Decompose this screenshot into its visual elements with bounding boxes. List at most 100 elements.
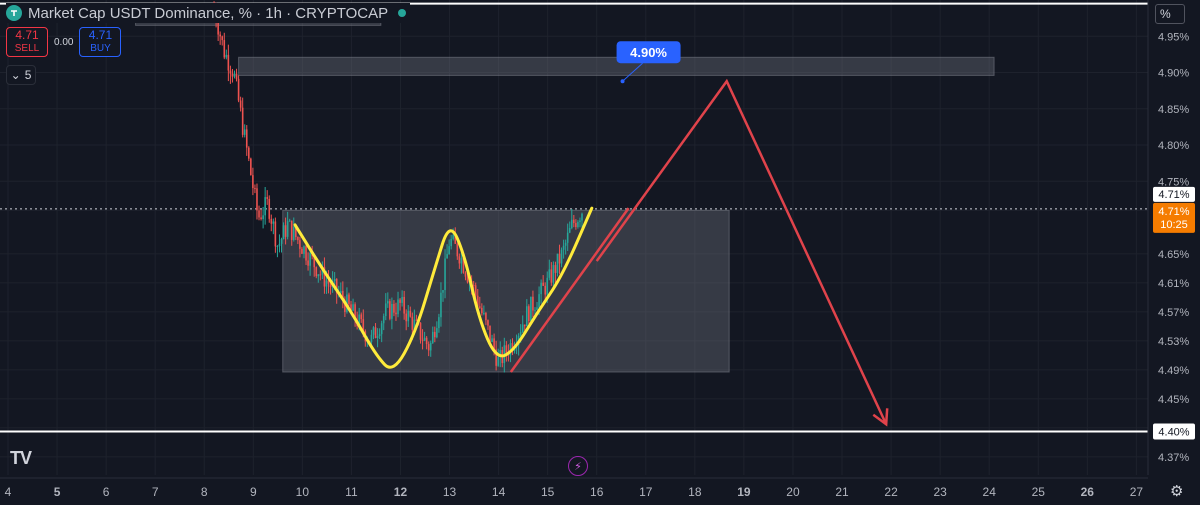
x-tick-label: 17 xyxy=(639,485,653,499)
buy-label: BUY xyxy=(90,43,111,54)
candle-body xyxy=(229,70,232,74)
candle-body xyxy=(278,243,281,247)
candle-body xyxy=(579,220,581,222)
candle-body xyxy=(339,290,342,293)
candle-body xyxy=(566,232,569,243)
candle-body xyxy=(564,242,567,246)
candle-body xyxy=(395,312,397,315)
x-tick-label: 9 xyxy=(250,485,257,499)
candle-body xyxy=(237,78,240,101)
candle-body xyxy=(245,129,248,148)
candle-body xyxy=(427,344,430,351)
candle-body xyxy=(495,349,497,366)
candle-body xyxy=(358,314,360,327)
x-tick-label: 21 xyxy=(835,485,849,499)
candle-body xyxy=(264,197,266,216)
candle-body xyxy=(219,34,221,37)
candle-body xyxy=(505,345,508,353)
sell-button[interactable]: 4.71 SELL xyxy=(6,27,48,57)
lightning-icon[interactable]: ⚡ xyxy=(568,456,588,476)
candle-body xyxy=(521,324,524,332)
candle-body xyxy=(319,274,322,276)
candle-body xyxy=(560,249,563,264)
candle-body xyxy=(276,246,279,248)
candle-body xyxy=(407,310,410,322)
candle-body xyxy=(474,285,477,296)
buy-button[interactable]: 4.71 BUY xyxy=(79,27,122,57)
candle-body xyxy=(421,339,424,341)
candle-body xyxy=(434,331,436,338)
candle-body xyxy=(452,234,455,239)
x-tick-label: 19 xyxy=(737,485,751,499)
candle-body xyxy=(397,299,399,315)
candle-body xyxy=(413,319,416,330)
candle-body xyxy=(344,300,346,312)
x-tick-label: 23 xyxy=(933,485,947,499)
y-tick-label: 4.75% xyxy=(1158,176,1189,188)
x-tick-label: 4 xyxy=(5,485,12,499)
candle-body xyxy=(436,328,438,338)
percent-scale-button[interactable]: % xyxy=(1155,4,1185,24)
candle-body xyxy=(315,267,318,277)
candle-body xyxy=(454,234,457,244)
candle-body xyxy=(489,325,491,342)
candle-body xyxy=(419,322,422,340)
consolidation-zones xyxy=(135,3,995,373)
indicators-toggle[interactable]: ⌄ 5 xyxy=(6,65,36,85)
candle-body xyxy=(511,343,514,351)
candle-body xyxy=(376,336,379,338)
candle-body xyxy=(466,276,469,283)
candle-body xyxy=(399,299,401,303)
level-tag-lower-label: 4.40% xyxy=(1158,426,1189,438)
candle-body xyxy=(288,220,291,222)
x-tick-label: 10 xyxy=(296,485,310,499)
candle-body xyxy=(374,327,377,338)
candle-body xyxy=(360,314,363,320)
x-tick-label: 22 xyxy=(884,485,898,499)
x-tick-label: 6 xyxy=(103,485,110,499)
candle-body xyxy=(575,223,577,228)
price-axis-bg xyxy=(1148,0,1200,505)
candle-body xyxy=(534,309,536,311)
candle-body xyxy=(423,337,426,341)
candle-body xyxy=(266,197,268,199)
x-tick-label: 12 xyxy=(394,485,408,499)
projection-path xyxy=(595,78,888,425)
gear-icon[interactable]: ⚙ xyxy=(1170,483,1184,500)
candle-body xyxy=(462,258,465,273)
level-tag-upper xyxy=(1153,186,1195,202)
y-tick-label: 4.90% xyxy=(1158,68,1189,80)
candle-body xyxy=(464,272,467,277)
candle-body xyxy=(556,253,559,273)
candle-body xyxy=(570,219,573,229)
chart-header[interactable]: Market Cap USDT Dominance, % · 1h · CRYP… xyxy=(6,3,411,23)
candle-body xyxy=(478,306,481,308)
zone-rect xyxy=(238,56,995,76)
tradingview-logo-icon[interactable]: TV xyxy=(10,448,32,468)
candle-body xyxy=(405,313,408,322)
candle-body xyxy=(548,269,551,278)
candle-body xyxy=(313,256,316,268)
candle-body xyxy=(309,252,311,266)
sell-price: 4.71 xyxy=(15,28,39,42)
price-tag xyxy=(1153,202,1195,233)
candle-body xyxy=(444,258,446,291)
candle-body xyxy=(342,290,344,301)
candle-body xyxy=(458,256,461,264)
candle-body xyxy=(540,282,542,295)
x-tick-label: 24 xyxy=(983,485,997,499)
candle-body xyxy=(440,292,442,318)
candle-body xyxy=(231,73,234,77)
candle-body xyxy=(536,307,538,310)
candle-body xyxy=(305,246,307,261)
y-tick-label: 4.57% xyxy=(1158,307,1189,319)
candle-body xyxy=(268,198,271,219)
level-tag-lower xyxy=(1153,423,1195,440)
candle-body xyxy=(573,219,575,224)
candle-body xyxy=(519,331,522,336)
candle-body xyxy=(401,296,403,303)
candle-body xyxy=(223,40,226,58)
candle-body xyxy=(409,310,412,317)
candle-body xyxy=(362,319,365,332)
